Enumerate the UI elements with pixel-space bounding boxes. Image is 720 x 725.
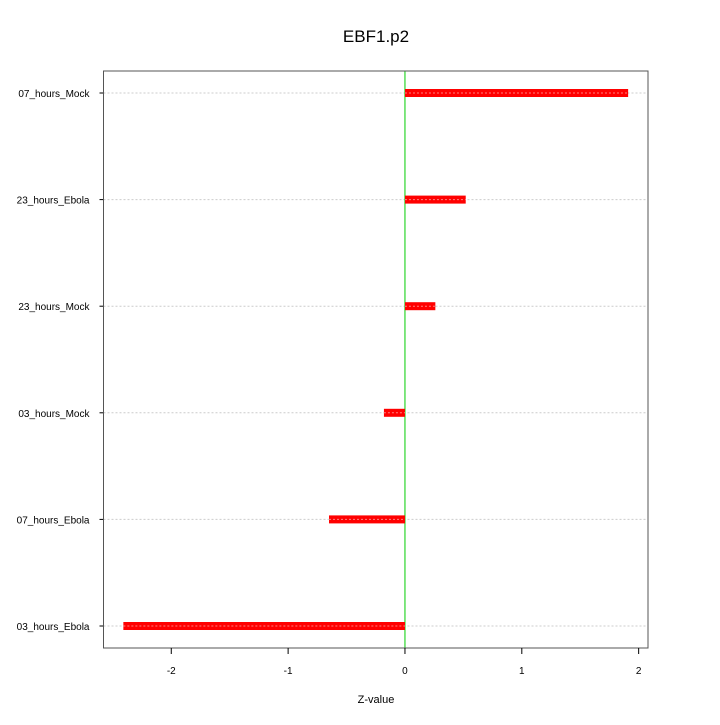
bar — [404, 89, 629, 97]
x-tick-label: -2 — [167, 666, 176, 677]
bar — [404, 302, 436, 311]
y-tick-label: 07_hours_Mock — [18, 89, 90, 100]
y-tick-label: 03_hours_Ebola — [17, 622, 90, 633]
y-tick-label: 03_hours_Mock — [18, 409, 90, 420]
x-tick-label: -1 — [284, 666, 293, 677]
x-tick-label: 2 — [636, 666, 642, 677]
x-axis-label: Z-value — [358, 694, 395, 706]
plot-frame — [103, 70, 649, 649]
x-tick-label: 1 — [519, 666, 525, 677]
bar — [404, 195, 466, 204]
chart-title: EBF1.p2 — [343, 27, 409, 46]
y-tick-label: 23_hours_Ebola — [17, 196, 90, 207]
x-tick-label: 0 — [402, 666, 408, 677]
bar — [383, 408, 405, 417]
y-tick-label: 07_hours_Ebola — [17, 515, 90, 526]
y-tick-label: 23_hours_Mock — [18, 302, 90, 313]
